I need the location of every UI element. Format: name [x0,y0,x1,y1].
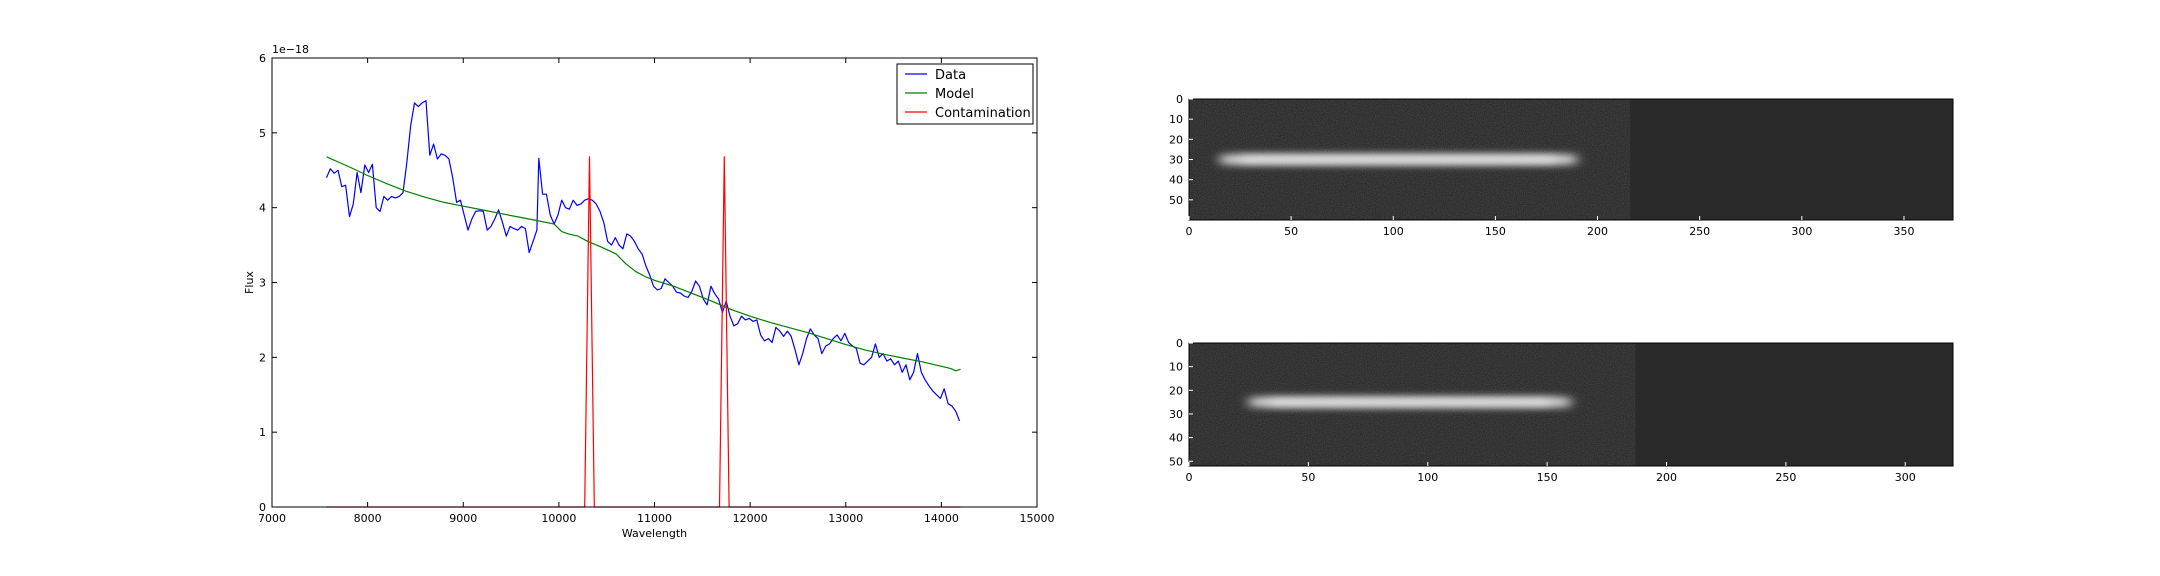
y-tick-label: 30 [1169,154,1183,167]
spectrum-image-top: 0 50 100 150 200 250 300 350 0 10 20 30 40 50 [1169,93,1954,238]
y-tick-label: 50 [1169,455,1183,468]
x-tick-label: 300 [1895,471,1916,484]
y-tick-label: 0 [1176,93,1183,106]
image-frame [1188,342,1954,467]
y-tick-label: 50 [1169,194,1183,207]
spectrum-trace-core [1239,156,1558,163]
x-tick-label: 150 [1537,471,1558,484]
series-line-contamination [326,156,961,508]
y-tick-label: 4 [259,202,266,215]
legend-label-model: Model [935,87,974,102]
y-tick-label: 30 [1169,408,1183,421]
x-tick-label: 0 [1186,225,1193,238]
plot-frame [271,57,1038,508]
x-tick-label: 250 [1689,225,1710,238]
y-tick-label: 0 [259,501,266,514]
y-tick-label: 0 [1176,337,1183,350]
y-axis-label: Flux [243,271,256,294]
x-tick-label: 150 [1485,225,1506,238]
x-tick-label: 9000 [449,512,477,525]
y-tick-label: 3 [259,277,266,290]
y-tick-label: 5 [259,127,266,140]
y-offset-label: 1e−18 [272,43,309,56]
x-tick-label: 10000 [541,512,576,525]
y-tick-label: 1 [259,426,266,439]
x-tick-label: 15000 [1020,512,1055,525]
x-axis-label: Wavelength [622,527,687,540]
y-tick-label: 6 [259,52,266,65]
y-tick-label: 40 [1169,432,1183,445]
y-tick-label: 20 [1169,384,1183,397]
spectrum-plot: 7000 8000 9000 10000 11000 12000 13000 14000 150… [243,43,1055,540]
x-tick-label: 14000 [924,512,959,525]
x-tick-label: 50 [1284,225,1298,238]
legend: Data Model Contamination [896,63,1034,125]
x-tick-label: 250 [1775,471,1796,484]
y-tick-label: 40 [1169,174,1183,187]
x-tick-label: 11000 [637,512,672,525]
x-tick-label: 50 [1301,471,1315,484]
x-tick-label: 7000 [258,512,286,525]
series-line-model [326,156,961,372]
y-tick-label: 10 [1169,361,1183,374]
x-tick-label: 12000 [733,512,768,525]
y-tick-label: 10 [1169,113,1183,126]
x-tick-label: 300 [1791,225,1812,238]
x-tick-label: 350 [1893,225,1914,238]
x-tick-label: 13000 [828,512,863,525]
spectrum-trace-core [1268,399,1551,406]
legend-label-contamination: Contamination [935,106,1031,121]
y-tick-label: 20 [1169,133,1183,146]
series-line-data [325,100,961,422]
legend-label-data: Data [935,68,966,83]
x-tick-label: 200 [1587,225,1608,238]
x-tick-label: 8000 [354,512,382,525]
y-tick-label: 2 [259,351,266,364]
x-tick-label: 100 [1417,471,1438,484]
x-tick-label: 200 [1656,471,1677,484]
x-tick-label: 0 [1186,471,1193,484]
x-tick-label: 100 [1383,225,1404,238]
